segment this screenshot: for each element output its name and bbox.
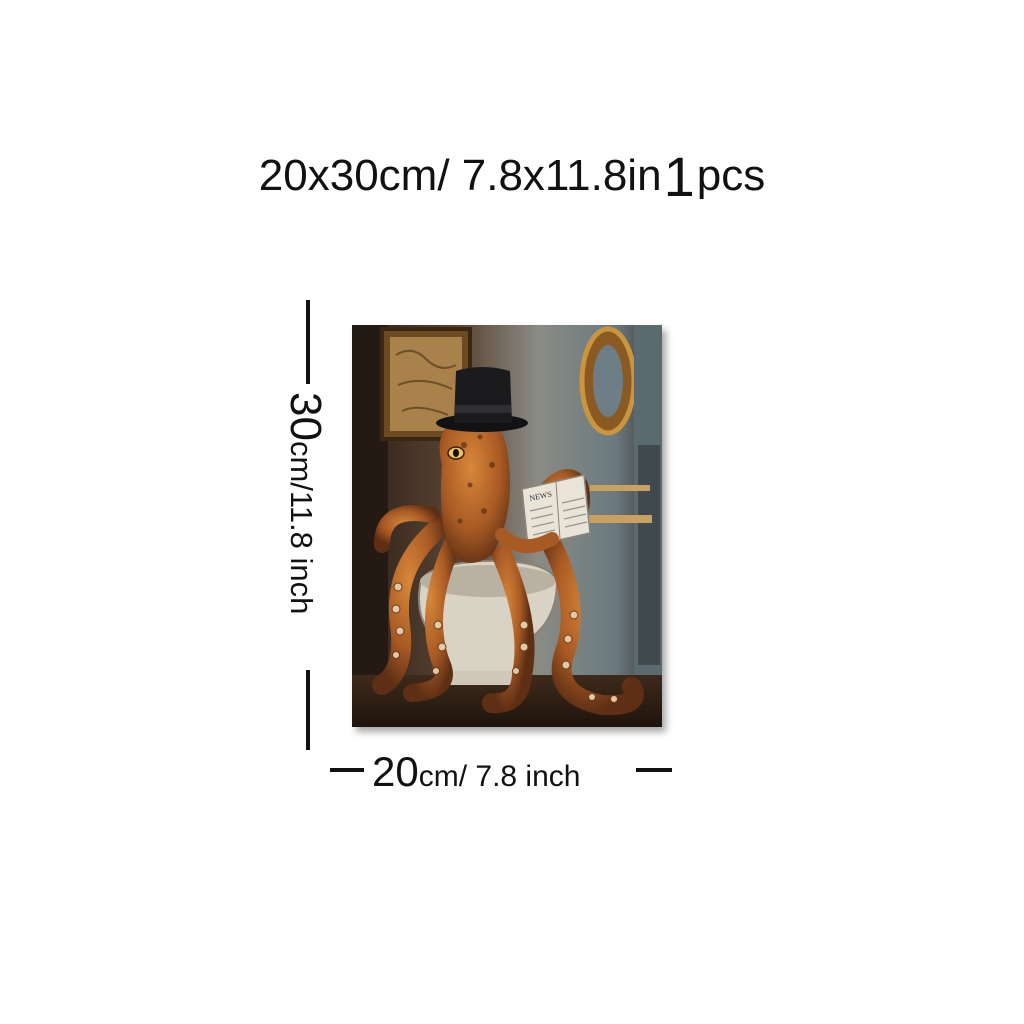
height-dimension-label: 30cm/11.8 inch <box>280 392 330 614</box>
newspaper: NEWS <box>521 474 591 548</box>
octopus-painting: NEWS <box>352 325 662 727</box>
size-text: 20x30cm/ 7.8x11.8in <box>258 151 662 200</box>
height-value: 30 <box>281 392 330 441</box>
quantity-number: 1 <box>663 145 695 208</box>
top-hat-crown <box>454 367 512 423</box>
width-unit: cm/ 7.8 inch <box>418 760 581 793</box>
width-value: 20 <box>372 748 419 795</box>
product-size-headline: 20x30cm/ 7.8x11.8in1pcs <box>0 138 1024 208</box>
height-dimension-line-top <box>306 300 310 384</box>
width-dimension-label: 20cm/ 7.8 inch <box>372 748 580 796</box>
height-unit: cm/11.8 inch <box>284 440 319 615</box>
width-dimension-line-right <box>636 768 672 772</box>
quantity-unit: pcs <box>696 151 766 200</box>
width-dimension-line-left <box>330 768 364 772</box>
canvas-artwork: NEWS <box>352 325 662 727</box>
height-dimension-line-bottom <box>306 670 310 750</box>
